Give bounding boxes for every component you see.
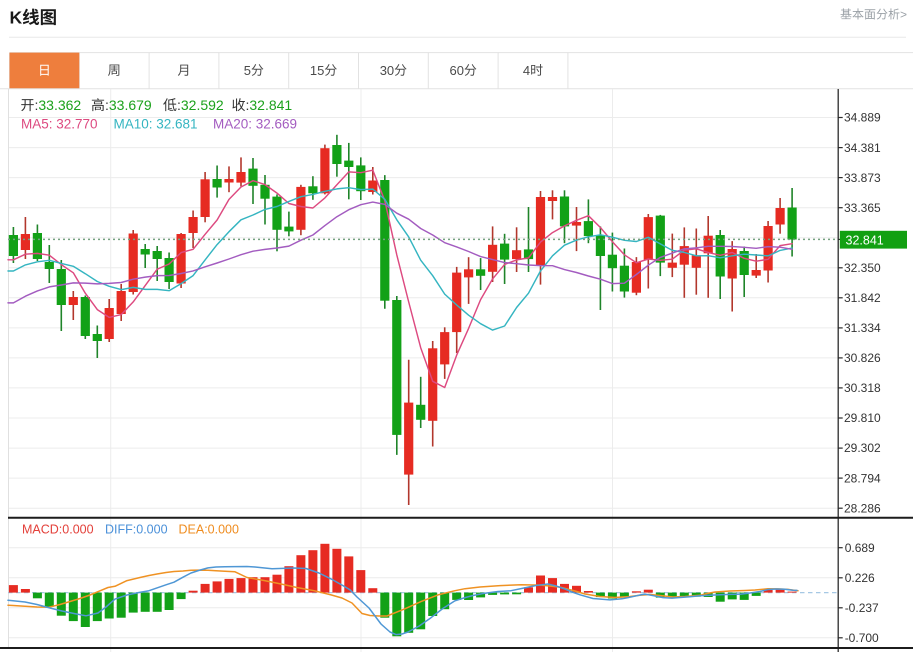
svg-text:33.362: 33.362 — [38, 97, 81, 113]
svg-text:33.365: 33.365 — [844, 201, 881, 215]
svg-text:32.592: 32.592 — [181, 97, 224, 113]
svg-text:MACD:0.000: MACD:0.000 — [22, 523, 94, 537]
svg-text:MA10: 32.681: MA10: 32.681 — [114, 117, 198, 132]
svg-text:34.381: 34.381 — [844, 141, 881, 155]
svg-text:29.302: 29.302 — [844, 441, 881, 455]
svg-text::: : — [177, 97, 181, 113]
svg-text:60: 60 — [450, 63, 464, 78]
svg-text::: : — [246, 97, 250, 113]
svg-text:-0.700: -0.700 — [845, 631, 879, 645]
svg-text:33.679: 33.679 — [109, 97, 152, 113]
svg-text:K: K — [10, 8, 23, 28]
svg-text:DEA:0.000: DEA:0.000 — [179, 523, 240, 537]
svg-text::: : — [105, 97, 109, 113]
svg-text:30.826: 30.826 — [844, 351, 881, 365]
svg-text:MA5: 32.770: MA5: 32.770 — [21, 117, 98, 132]
svg-text:31.842: 31.842 — [844, 291, 881, 305]
svg-text:32.841: 32.841 — [249, 97, 292, 113]
svg-text:15: 15 — [310, 63, 324, 78]
svg-text:29.810: 29.810 — [844, 411, 881, 425]
svg-text:30: 30 — [380, 63, 394, 78]
svg-text:-0.237: -0.237 — [845, 601, 879, 615]
svg-text:33.873: 33.873 — [844, 171, 881, 185]
svg-text:4: 4 — [523, 63, 530, 78]
svg-text::: : — [35, 97, 39, 113]
svg-text:32.350: 32.350 — [844, 261, 881, 275]
svg-text:30.318: 30.318 — [844, 381, 881, 395]
svg-text:0.689: 0.689 — [845, 541, 875, 555]
svg-text:31.334: 31.334 — [844, 321, 881, 335]
svg-text:DIFF:0.000: DIFF:0.000 — [105, 523, 168, 537]
svg-text:5: 5 — [244, 63, 251, 78]
svg-text:28.286: 28.286 — [844, 501, 881, 515]
svg-text:28.794: 28.794 — [844, 471, 881, 485]
svg-text:MA20: 32.669: MA20: 32.669 — [213, 117, 297, 132]
svg-text:32.841: 32.841 — [846, 233, 884, 247]
svg-text:>: > — [900, 8, 907, 22]
svg-text:34.889: 34.889 — [844, 111, 881, 125]
svg-text:0.226: 0.226 — [845, 571, 875, 585]
